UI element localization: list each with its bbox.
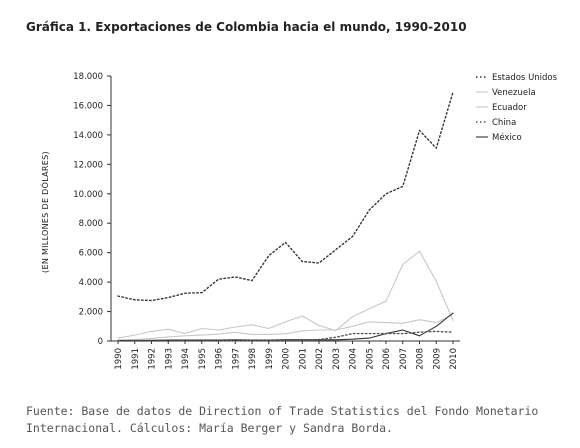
legend-label-estados-unidos: Estados Unidos — [492, 73, 558, 83]
y-tick-label: 18.000 — [73, 72, 103, 82]
y-tick-label: 6.000 — [79, 249, 103, 259]
y-tick-label: 8.000 — [79, 219, 103, 229]
legend: Estados Unidos Venezuela Ecuador China Méxic… — [476, 73, 558, 143]
x-tick-label: 1996 — [215, 348, 225, 370]
legend-label-mexico: México — [492, 132, 522, 143]
x-tick-label: 1992 — [148, 348, 158, 370]
y-tick-label: 2.000 — [79, 308, 103, 318]
y-tick-label: 4.000 — [79, 278, 103, 288]
x-tick-label: 1999 — [265, 348, 275, 370]
legend-label-ecuador: Ecuador — [492, 103, 527, 113]
y-tick-label: 0 — [98, 337, 103, 347]
x-tick-label: 2007 — [399, 348, 409, 370]
x-tick-label: 2001 — [298, 348, 308, 370]
series-line-venezuela — [117, 250, 454, 339]
x-tick-label: 2000 — [282, 348, 292, 370]
x-tick-label: 2010 — [449, 348, 459, 370]
y-tick-label: 16.000 — [73, 101, 103, 111]
legend-label-china: China — [492, 118, 516, 128]
x-tick-label: 2008 — [416, 348, 426, 370]
source-note: Fuente: Base de datos de Direction of Tr… — [26, 404, 539, 435]
x-tick-label: 1994 — [181, 348, 191, 370]
x-tick-label: 1997 — [231, 348, 241, 370]
y-tick-label: 14.000 — [73, 131, 103, 141]
x-tick-label: 2005 — [365, 348, 375, 370]
y-tick-label: 10.000 — [73, 190, 103, 200]
legend-label-venezuela: Venezuela — [492, 88, 536, 98]
x-tick-label: 2006 — [382, 348, 392, 370]
x-tick-label: 2009 — [432, 348, 442, 370]
series-line-estados-unidos — [117, 91, 454, 302]
chart-title: Gráfica 1. Exportaciones de Colombia hac… — [26, 20, 467, 34]
x-tick-label: 2004 — [349, 348, 359, 370]
series-line-ecuador — [117, 313, 454, 341]
y-tick-label: 12.000 — [73, 160, 103, 170]
series-line-mexico — [117, 312, 454, 341]
series-layer — [117, 91, 454, 342]
x-tick-label: 2002 — [315, 348, 325, 370]
x-tick-label: 1990 — [114, 348, 124, 370]
x-tick-label: 1993 — [164, 348, 174, 370]
series-line-china — [117, 330, 454, 342]
y-axis-label: (EN MILLONES DE DÓLARES) — [39, 151, 50, 273]
chart-axes: 0 2.000 4.000 6.000 8.000 10.000 12.000 14.000 1… — [73, 72, 460, 370]
x-tick-label: 1995 — [198, 348, 208, 370]
x-tick-label: 2003 — [332, 348, 342, 370]
x-tick-label: 1991 — [131, 348, 141, 370]
x-tick-label: 1998 — [248, 348, 258, 370]
